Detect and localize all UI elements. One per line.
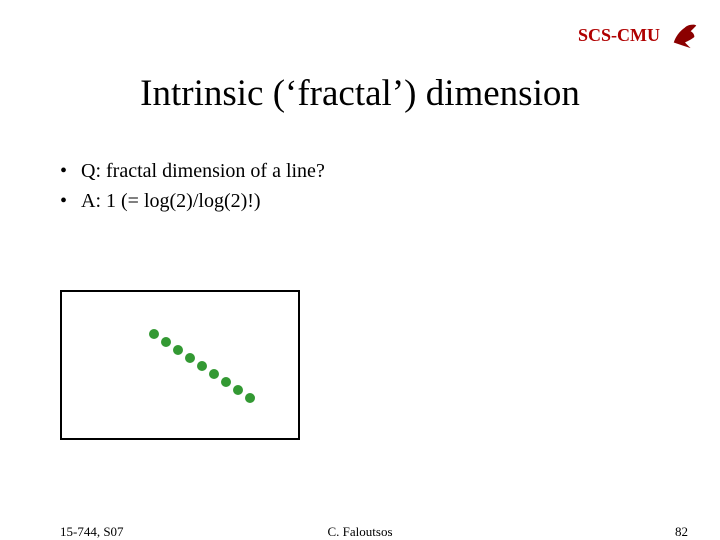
footer-author: C. Faloutsos: [0, 524, 720, 540]
scatter-chart-box: [60, 290, 300, 440]
scatter-dot: [185, 353, 195, 363]
bullet-marker-icon: •: [60, 158, 67, 184]
scatter-dot: [221, 377, 231, 387]
header-label: SCS-CMU: [578, 25, 660, 46]
footer-page-number: 82: [675, 524, 688, 540]
scatter-dot: [161, 337, 171, 347]
bullet-list: • Q: fractal dimension of a line? • A: 1…: [60, 158, 380, 218]
bullet-item: • Q: fractal dimension of a line?: [60, 158, 380, 184]
bullet-marker-icon: •: [60, 188, 67, 214]
bullet-text: A: 1 (= log(2)/log(2)!): [81, 188, 261, 214]
bullet-text: Q: fractal dimension of a line?: [81, 158, 325, 184]
scatter-dot: [149, 329, 159, 339]
scatter-dot: [209, 369, 219, 379]
dragon-logo-icon: [670, 20, 700, 50]
scatter-dot: [245, 393, 255, 403]
header: SCS-CMU: [578, 20, 700, 50]
bullet-item: • A: 1 (= log(2)/log(2)!): [60, 188, 380, 214]
slide-title: Intrinsic (‘fractal’) dimension: [0, 72, 720, 115]
scatter-dot: [173, 345, 183, 355]
scatter-dot: [197, 361, 207, 371]
scatter-dot: [233, 385, 243, 395]
